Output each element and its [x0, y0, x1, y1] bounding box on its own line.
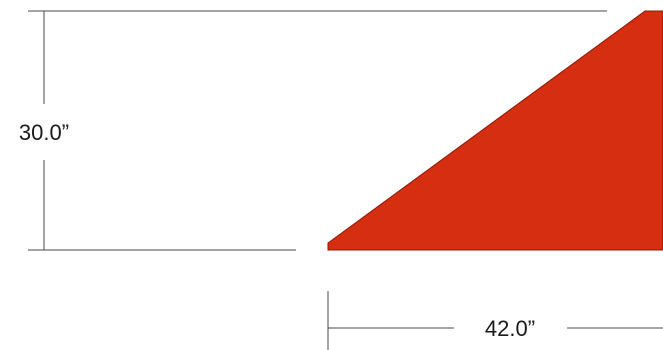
width-dimension-label: 42.0”: [485, 316, 535, 341]
height-dimension-label: 30.0”: [19, 120, 69, 145]
red-wedge-shape: [327, 10, 663, 251]
